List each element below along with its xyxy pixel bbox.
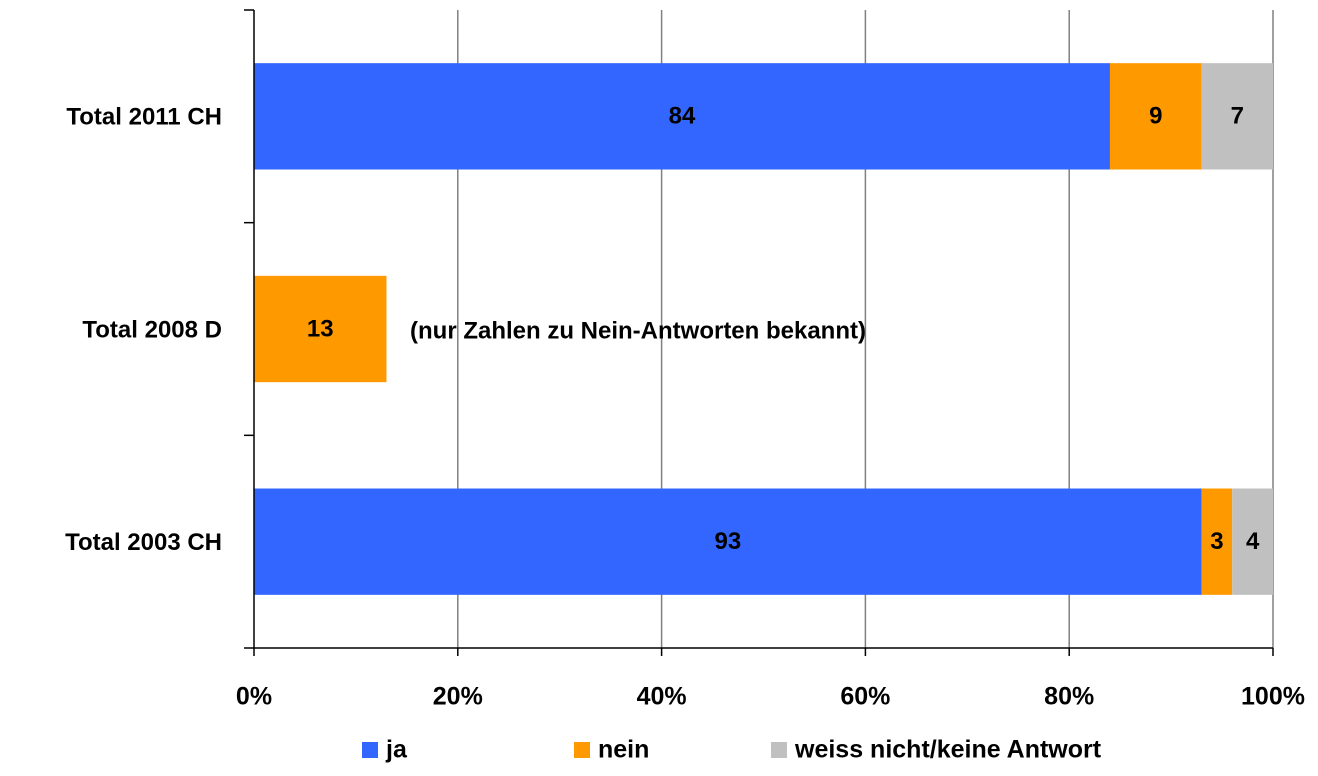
data-label: 9 xyxy=(1149,103,1162,130)
x-tick-label: 20% xyxy=(433,683,483,711)
data-label: 3 xyxy=(1210,528,1223,555)
y-tick-label: Total 2008 D xyxy=(82,316,222,343)
legend-label: nein xyxy=(598,736,649,764)
data-label: 4 xyxy=(1246,528,1260,555)
data-label: 84 xyxy=(669,103,696,130)
y-tick-label: Total 2003 CH xyxy=(65,529,222,556)
x-tick-label: 0% xyxy=(236,683,272,711)
legend-label: weiss nicht/keine Antwort xyxy=(794,736,1102,764)
legend-label: ja xyxy=(385,736,408,764)
x-tick-label: 40% xyxy=(637,683,687,711)
bar-segment xyxy=(1201,488,1233,595)
data-label: 13 xyxy=(307,315,334,342)
legend-swatch xyxy=(574,742,590,758)
x-tick-label: 80% xyxy=(1044,683,1094,711)
bar-segment xyxy=(254,275,387,383)
bar-segment xyxy=(1109,63,1202,170)
legend-swatch xyxy=(771,742,787,758)
bar-segment xyxy=(1232,488,1273,595)
bar-segment xyxy=(1201,63,1273,170)
bar-segment xyxy=(254,63,1110,170)
data-label: 93 xyxy=(714,528,741,555)
bar-segment xyxy=(254,488,1202,595)
y-tick-label: Total 2011 CH xyxy=(66,104,222,131)
annotation: (nur Zahlen zu Nein-Antworten bekannt) xyxy=(410,317,866,344)
data-label: 7 xyxy=(1231,103,1244,130)
legend-swatch xyxy=(362,742,378,758)
x-tick-label: 60% xyxy=(840,683,890,711)
x-tick-label: 100% xyxy=(1241,683,1305,711)
